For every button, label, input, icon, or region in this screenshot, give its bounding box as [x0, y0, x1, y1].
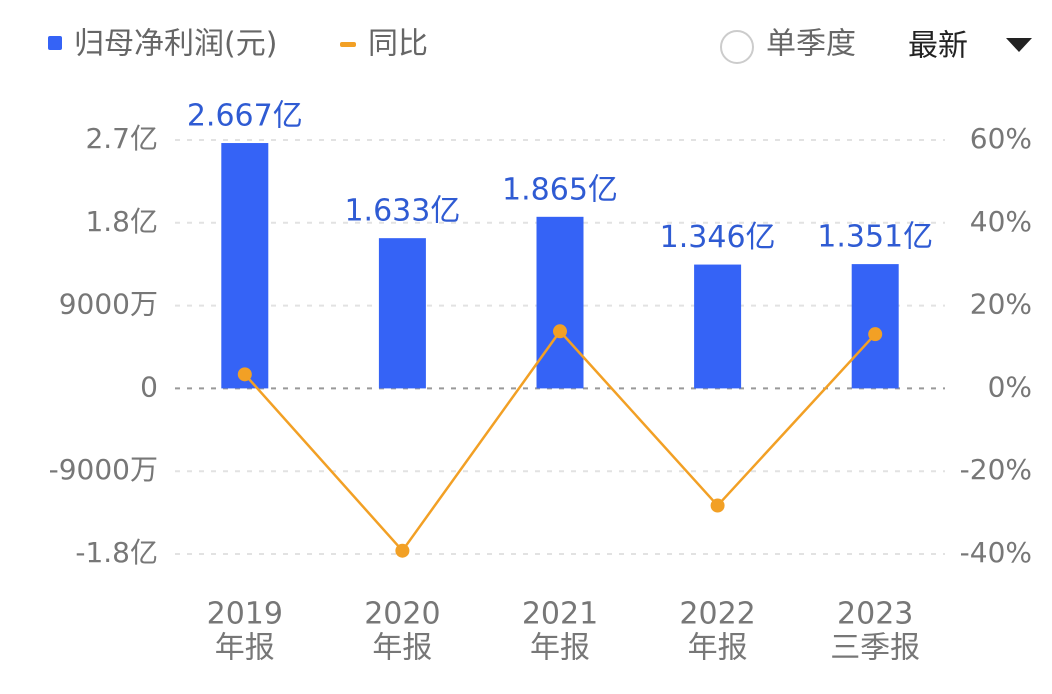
x-tick-label: 年报 [215, 631, 275, 666]
x-tick-label: 2020 [364, 597, 440, 632]
data-label: 1.351亿 [817, 220, 933, 255]
x-tick-label: 2021 [522, 597, 598, 632]
point [710, 498, 725, 513]
y2-tick-label: 40% [970, 205, 1032, 238]
bar [536, 216, 584, 389]
data-label: 1.346亿 [660, 220, 776, 255]
x-tick-label: 2019 [207, 597, 283, 632]
point [395, 543, 410, 558]
x-tick-label: 年报 [688, 631, 748, 666]
bar [221, 143, 269, 389]
y-tick-label: 9000万 [59, 288, 158, 321]
x-tick-label: 2022 [679, 597, 755, 632]
y2-tick-label: 60% [970, 122, 1032, 155]
y2-tick-label: 20% [970, 288, 1032, 321]
y2-tick-label: -40% [960, 536, 1032, 569]
legend-swatch [340, 42, 356, 47]
bar [851, 264, 899, 389]
y-tick-label: 2.7亿 [85, 122, 158, 155]
point [237, 367, 252, 382]
dropdown-arrow[interactable] [1006, 38, 1032, 52]
bar [378, 238, 426, 389]
y-tick-label: -9000万 [49, 453, 158, 486]
dropdown-label[interactable]: 最新 [908, 29, 968, 64]
legend-label: 同比 [368, 27, 428, 62]
y-tick-label: 0 [140, 370, 158, 403]
x-tick-label: 年报 [372, 631, 432, 666]
x-tick-label: 三季报 [830, 631, 920, 666]
toggle-label[interactable]: 单季度 [766, 27, 856, 62]
data-label: 1.865亿 [502, 172, 618, 207]
y-tick-label: 1.8亿 [85, 205, 158, 238]
y2-tick-label: -20% [960, 453, 1032, 486]
point [868, 327, 883, 342]
legend-label: 归母净利润(元) [74, 27, 277, 62]
data-label: 2.667亿 [187, 99, 303, 134]
legend-swatch [48, 36, 62, 50]
y2-tick-label: 0% [988, 370, 1032, 403]
x-tick-label: 年报 [530, 631, 590, 666]
y-tick-label: -1.8亿 [75, 536, 158, 569]
radio-button[interactable] [720, 30, 754, 64]
data-label: 1.633亿 [344, 194, 460, 229]
bar [694, 264, 742, 389]
x-tick-label: 2023 [837, 597, 913, 632]
point [553, 324, 567, 339]
